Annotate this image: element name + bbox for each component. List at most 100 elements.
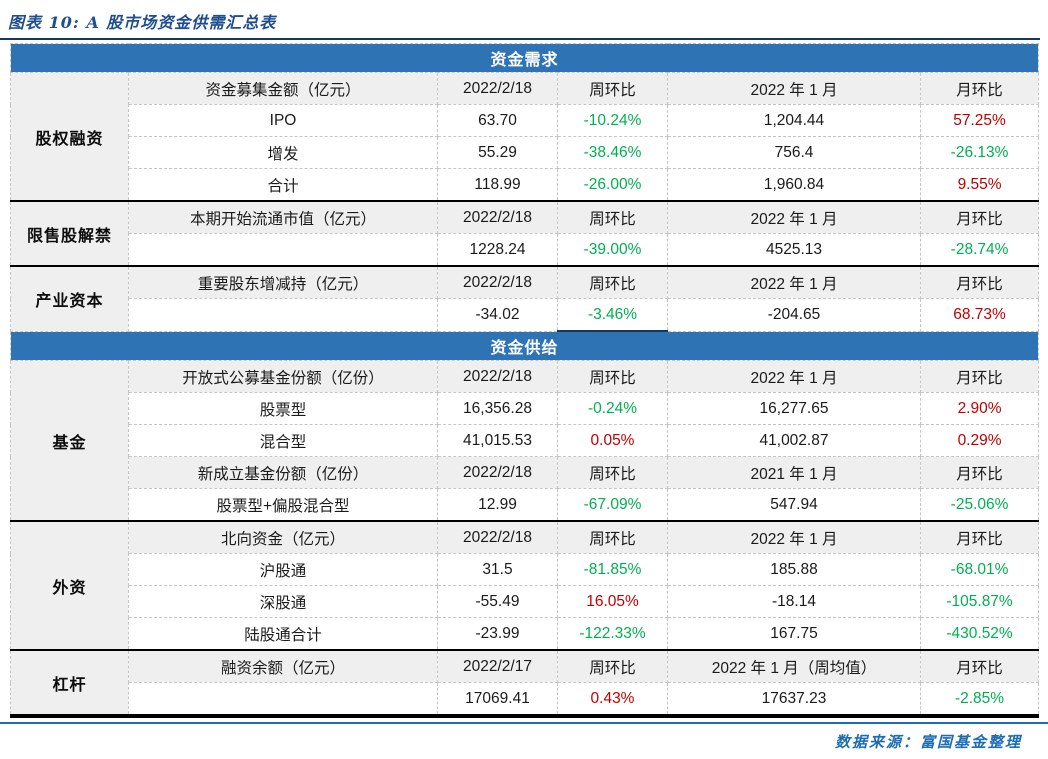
table-row: 股权融资 资金募集金额（亿元） 2022/2/18 周环比 2022 年 1 月… (10, 72, 1040, 202)
category-foreign-capital: 外资 (10, 520, 129, 651)
cell-current: 2022/2/18 (437, 456, 558, 489)
table-row: 杠杆 融资余额（亿元） 2022/2/17 周环比 2022 年 1 月（周均值… (10, 649, 1040, 717)
footer-divider (0, 722, 1048, 724)
cell-wow: -38.46% (557, 136, 668, 169)
cell-item: 融资余额（亿元） (128, 649, 438, 683)
cell-month: 167.75 (667, 617, 921, 651)
cell-mom: -25.06% (919, 488, 1040, 522)
cell-wow: -26.00% (557, 168, 668, 202)
table-row: IPO 63.70 -10.24% 1,204.44 57.25% (11, 104, 1040, 137)
cell-month: -204.65 (667, 298, 921, 332)
table-row: 合计 118.99 -26.00% 1,960.84 9.55% (11, 168, 1040, 202)
cell-wow: 周环比 (557, 265, 668, 299)
figure-title: 图表 10: A 股市场资金供需汇总表 (8, 13, 277, 32)
capital-supply-demand-table: 资金需求 股权融资 资金募集金额（亿元） 2022/2/18 周环比 2022 … (9, 43, 1040, 718)
table-row: 沪股通 31.5 -81.85% 185.88 -68.01% (11, 553, 1040, 586)
cell-mom: -68.01% (919, 553, 1040, 586)
cell-mom: -26.13% (919, 136, 1040, 169)
section-banner-supply: 资金供给 (9, 330, 1040, 361)
cell-mom: 月环比 (919, 265, 1040, 299)
cell-current: 118.99 (437, 168, 558, 202)
cell-mom: 月环比 (919, 520, 1040, 554)
table-row: 深股通 -55.49 16.05% -18.14 -105.87% (11, 585, 1040, 618)
cell-month: 547.94 (667, 488, 921, 522)
table-row: 增发 55.29 -38.46% 756.4 -26.13% (11, 136, 1040, 169)
cell-month: 2022 年 1 月（周均值） (667, 649, 921, 683)
table-row: 限售股解禁 本期开始流通市值（亿元） 2022/2/18 周环比 2022 年 … (10, 200, 1040, 267)
category-funds: 基金 (10, 360, 129, 522)
table-row: 混合型 41,015.53 0.05% 41,002.87 0.29% (11, 424, 1040, 457)
cell-item: 合计 (128, 168, 438, 202)
cell-item: 开放式公募基金份额（亿份） (128, 360, 438, 393)
cell-month: 1,204.44 (667, 104, 921, 137)
cell-current: 16,356.28 (437, 392, 558, 425)
cell-item: IPO (128, 104, 438, 137)
cell-mom: 9.55% (919, 168, 1040, 202)
cell-wow: 周环比 (557, 649, 668, 683)
table-row: 股票型+偏股混合型 12.99 -67.09% 547.94 -25.06% (11, 488, 1040, 522)
cell-wow: -3.46% (557, 298, 668, 332)
cell-item: 混合型 (128, 424, 438, 457)
cell-current: 2022/2/18 (437, 72, 558, 105)
cell-month: -18.14 (667, 585, 921, 618)
cell-wow: 周环比 (557, 456, 668, 489)
cell-wow: -0.24% (557, 392, 668, 425)
table-row: 基金 开放式公募基金份额（亿份） 2022/2/18 周环比 2022 年 1 … (10, 360, 1040, 522)
cell-month: 4525.13 (667, 233, 921, 267)
cell-current: 12.99 (437, 488, 558, 522)
cell-wow: -10.24% (557, 104, 668, 137)
cell-mom: 0.29% (919, 424, 1040, 457)
cell-current: 55.29 (437, 136, 558, 169)
cell-mom: 68.73% (919, 298, 1040, 332)
table-row: 新成立基金份额（亿份） 2022/2/18 周环比 2021 年 1 月 月环比 (11, 456, 1040, 489)
cell-month: 16,277.65 (667, 392, 921, 425)
cell-item: 北向资金（亿元） (128, 520, 438, 554)
table-row: 产业资本 重要股东增减持（亿元） 2022/2/18 周环比 2022 年 1 … (10, 265, 1040, 332)
cell-wow: 0.05% (557, 424, 668, 457)
cell-wow: 0.43% (557, 682, 668, 717)
cell-wow: 周环比 (557, 360, 668, 393)
cell-item: 股票型+偏股混合型 (128, 488, 438, 522)
table-row: 17069.41 0.43% 17637.23 -2.85% (11, 682, 1040, 717)
cell-current: 41,015.53 (437, 424, 558, 457)
cell-month: 2022 年 1 月 (667, 200, 921, 234)
cell-month: 2022 年 1 月 (667, 72, 921, 105)
category-share-unlock: 限售股解禁 (10, 200, 129, 267)
cell-wow: 周环比 (557, 200, 668, 234)
cell-wow: 周环比 (557, 72, 668, 105)
cell-current: -55.49 (437, 585, 558, 618)
cell-item (128, 298, 438, 332)
banner-demand-label: 资金需求 (9, 43, 1040, 73)
cell-item (128, 682, 438, 717)
cell-current: 2022/2/18 (437, 520, 558, 554)
cell-current: -23.99 (437, 617, 558, 651)
table-row: 1228.24 -39.00% 4525.13 -28.74% (11, 233, 1040, 267)
cell-month: 756.4 (667, 136, 921, 169)
cell-item: 深股通 (128, 585, 438, 618)
cell-mom: -2.85% (919, 682, 1040, 717)
cell-current: 2022/2/18 (437, 360, 558, 393)
cell-mom: -28.74% (919, 233, 1040, 267)
cell-mom: 月环比 (919, 360, 1040, 393)
cell-current: -34.02 (437, 298, 558, 332)
cell-current: 63.70 (437, 104, 558, 137)
cell-month: 2021 年 1 月 (667, 456, 921, 489)
cell-mom: 月环比 (919, 649, 1040, 683)
cell-mom: -430.52% (919, 617, 1040, 651)
cell-item (128, 233, 438, 267)
cell-mom: 月环比 (919, 456, 1040, 489)
cell-wow: -67.09% (557, 488, 668, 522)
cell-current: 2022/2/17 (437, 649, 558, 683)
cell-wow: 16.05% (557, 585, 668, 618)
cell-item: 沪股通 (128, 553, 438, 586)
cell-mom: 月环比 (919, 200, 1040, 234)
cell-mom: 月环比 (919, 72, 1040, 105)
cell-current: 2022/2/18 (437, 265, 558, 299)
table-row: 股票型 16,356.28 -0.24% 16,277.65 2.90% (11, 392, 1040, 425)
cell-wow: -81.85% (557, 553, 668, 586)
category-industrial-capital: 产业资本 (10, 265, 129, 332)
cell-mom: -105.87% (919, 585, 1040, 618)
table-row: -34.02 -3.46% -204.65 68.73% (11, 298, 1040, 332)
cell-wow: 周环比 (557, 520, 668, 554)
cell-month: 2022 年 1 月 (667, 520, 921, 554)
